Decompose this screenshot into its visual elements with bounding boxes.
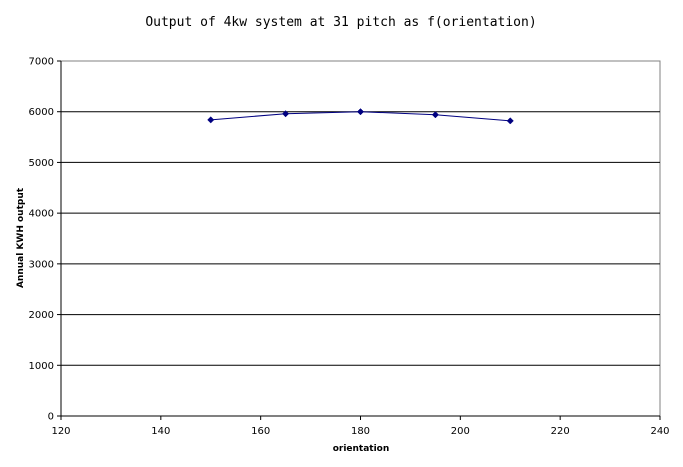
x-tick-label: 220 <box>551 426 570 437</box>
y-tick-label: 1000 <box>29 361 54 372</box>
y-tick-label: 5000 <box>29 158 54 169</box>
x-axis-title: orientation <box>333 444 390 454</box>
y-tick-label: 4000 <box>29 209 54 220</box>
y-tick-label: 3000 <box>29 259 54 270</box>
y-axis-title: Annual KWH output <box>16 187 26 288</box>
y-tick-label: 0 <box>48 412 54 423</box>
x-tick-label: 160 <box>251 426 270 437</box>
y-tick-label: 6000 <box>29 107 54 118</box>
x-tick-label: 180 <box>351 426 370 437</box>
x-tick-label: 200 <box>451 426 470 437</box>
x-tick-label: 140 <box>151 426 170 437</box>
x-tick-label: 240 <box>650 426 669 437</box>
y-tick-label: 2000 <box>29 310 54 321</box>
data-point-marker <box>282 110 290 118</box>
x-tick-label: 120 <box>51 426 70 437</box>
data-point-marker <box>207 116 215 124</box>
y-tick-label: 7000 <box>29 57 54 68</box>
chart-title: Output of 4kw system at 31 pitch as f(or… <box>145 15 536 30</box>
data-point-marker <box>506 117 514 125</box>
data-point-marker <box>356 108 365 116</box>
data-point-marker <box>431 111 439 119</box>
